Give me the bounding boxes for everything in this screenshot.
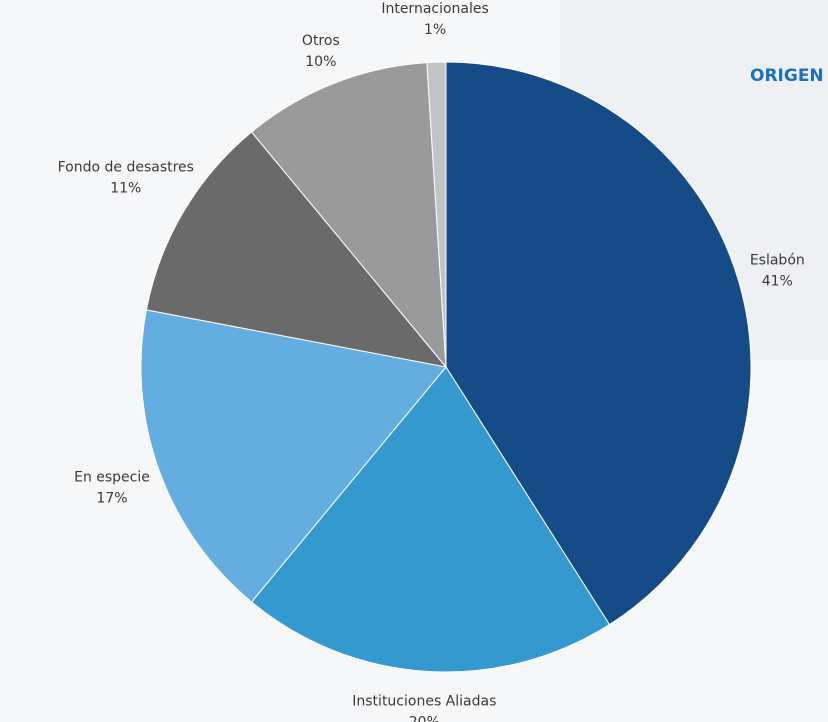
slice-value-label: 20% [409, 714, 440, 722]
slice-label: Otros [302, 33, 340, 49]
slice-label: Instituciones Aliadas [352, 693, 496, 709]
page: {"chart_data": {"type": "pie", "annotati… [0, 0, 828, 722]
chart: ORIGEN Eslabón 41% Instituciones Aliadas 20… [0, 0, 828, 722]
slice-value-label: 1% [424, 22, 446, 38]
slice-label: Eslabón [750, 253, 805, 269]
slice-value-label: 17% [96, 490, 127, 506]
slice-value-label: 10% [305, 54, 336, 70]
slice-value-label: 41% [762, 274, 793, 290]
slice-label: Fondo de desastres [58, 160, 194, 176]
slice-value-label: 11% [110, 181, 141, 197]
slice-label: Internacionales [381, 1, 488, 17]
slice-label: En especie [74, 469, 150, 485]
header-text: ORIGEN [750, 66, 824, 86]
